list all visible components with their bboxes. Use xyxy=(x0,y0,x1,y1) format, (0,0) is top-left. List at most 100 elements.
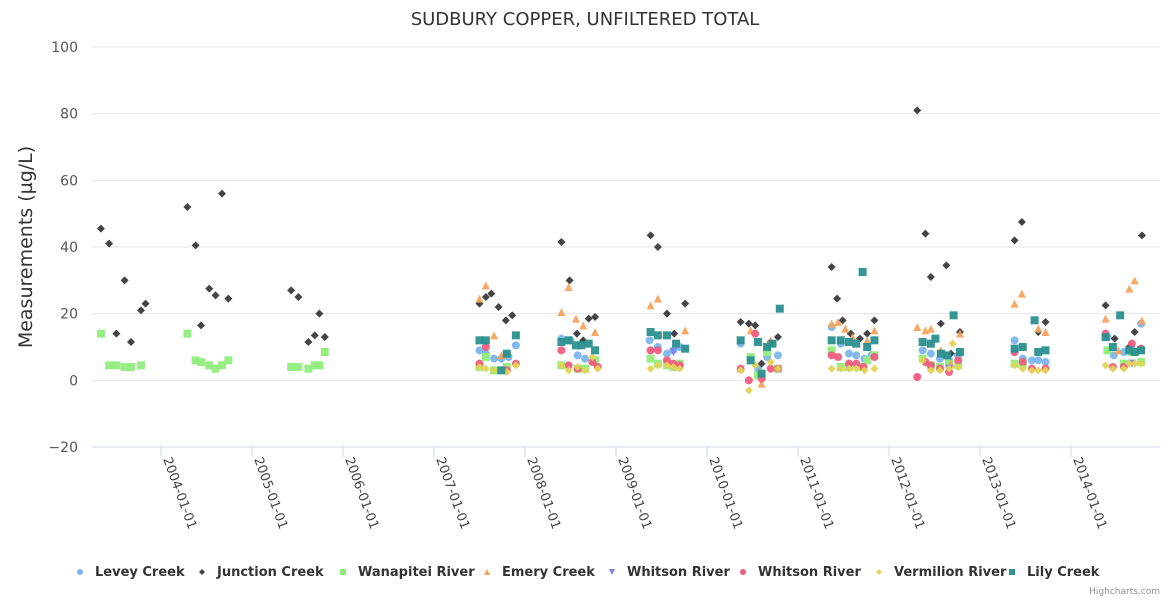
data-point[interactable] xyxy=(1010,336,1019,345)
data-point[interactable] xyxy=(921,229,930,238)
data-point[interactable] xyxy=(224,294,233,303)
data-point[interactable] xyxy=(1119,364,1128,373)
data-point[interactable] xyxy=(870,326,879,335)
data-point[interactable] xyxy=(1010,361,1019,370)
data-point[interactable] xyxy=(1110,334,1119,343)
data-point[interactable] xyxy=(763,343,772,351)
data-point[interactable] xyxy=(918,338,927,346)
data-point[interactable] xyxy=(183,203,192,211)
data-point[interactable] xyxy=(136,306,145,315)
data-point[interactable] xyxy=(584,339,593,348)
data-point[interactable] xyxy=(1101,301,1110,310)
data-point[interactable] xyxy=(827,346,836,355)
data-point[interactable] xyxy=(926,324,935,333)
data-point[interactable] xyxy=(669,363,678,371)
data-point[interactable] xyxy=(511,331,520,340)
data-point[interactable] xyxy=(943,351,952,360)
data-point[interactable] xyxy=(669,348,678,356)
data-point[interactable] xyxy=(211,364,220,373)
data-point[interactable] xyxy=(501,316,510,325)
data-point[interactable] xyxy=(105,239,114,248)
data-point[interactable] xyxy=(508,311,517,320)
data-point[interactable] xyxy=(584,314,593,323)
data-point[interactable] xyxy=(775,304,784,313)
data-point[interactable] xyxy=(926,273,935,281)
data-point[interactable] xyxy=(913,106,922,115)
data-point[interactable] xyxy=(751,329,760,338)
data-point[interactable] xyxy=(675,364,684,373)
data-point[interactable] xyxy=(1034,366,1043,375)
data-point[interactable] xyxy=(502,349,511,358)
data-point[interactable] xyxy=(481,364,490,373)
legend-item-whitson-river[interactable]: Whitson River xyxy=(740,565,861,580)
data-point[interactable] xyxy=(1010,236,1019,245)
data-point[interactable] xyxy=(918,346,927,355)
data-point[interactable] xyxy=(662,331,671,340)
data-point[interactable] xyxy=(736,336,745,345)
data-point[interactable] xyxy=(315,361,324,370)
data-point[interactable] xyxy=(744,376,753,385)
data-point[interactable] xyxy=(120,276,129,285)
data-point[interactable] xyxy=(1041,346,1050,355)
data-point[interactable] xyxy=(588,358,597,366)
data-point[interactable] xyxy=(211,291,220,300)
data-point[interactable] xyxy=(662,309,671,318)
data-point[interactable] xyxy=(581,366,590,375)
data-point[interactable] xyxy=(475,363,484,371)
data-point[interactable] xyxy=(112,329,121,338)
data-point[interactable] xyxy=(1010,344,1019,353)
data-point[interactable] xyxy=(646,354,655,363)
data-point[interactable] xyxy=(126,363,135,371)
data-point[interactable] xyxy=(573,363,582,371)
data-point[interactable] xyxy=(1101,314,1110,323)
data-point[interactable] xyxy=(183,329,192,338)
data-point[interactable] xyxy=(766,364,775,373)
data-point[interactable] xyxy=(1125,284,1134,293)
data-point[interactable] xyxy=(757,369,766,378)
data-point[interactable] xyxy=(918,356,927,365)
data-point[interactable] xyxy=(653,243,662,251)
data-point[interactable] xyxy=(844,349,853,358)
data-point[interactable] xyxy=(481,353,490,361)
data-point[interactable] xyxy=(557,308,566,316)
data-point[interactable] xyxy=(557,346,566,355)
data-point[interactable] xyxy=(571,341,580,350)
data-point[interactable] xyxy=(1101,361,1110,370)
data-point[interactable] xyxy=(572,329,581,338)
data-point[interactable] xyxy=(191,241,200,250)
data-point[interactable] xyxy=(670,329,679,338)
data-point[interactable] xyxy=(564,336,573,345)
data-point[interactable] xyxy=(833,294,842,303)
data-point[interactable] xyxy=(1010,299,1019,308)
data-point[interactable] xyxy=(197,358,206,366)
data-point[interactable] xyxy=(1114,346,1123,355)
data-point[interactable] xyxy=(773,333,782,341)
data-point[interactable] xyxy=(852,351,861,360)
data-point[interactable] xyxy=(1030,316,1039,325)
data-point[interactable] xyxy=(1116,311,1125,320)
data-point[interactable] xyxy=(955,329,964,338)
data-point[interactable] xyxy=(653,331,662,340)
data-point[interactable] xyxy=(681,344,690,353)
data-point[interactable] xyxy=(591,313,600,321)
data-point[interactable] xyxy=(577,341,586,350)
data-point[interactable] xyxy=(768,339,777,348)
data-point[interactable] xyxy=(860,366,869,375)
data-point[interactable] xyxy=(494,303,503,311)
data-point[interactable] xyxy=(593,364,602,373)
data-point[interactable] xyxy=(827,364,836,373)
data-point[interactable] xyxy=(645,336,654,345)
data-point[interactable] xyxy=(320,333,329,341)
data-point[interactable] xyxy=(1137,346,1146,355)
data-point[interactable] xyxy=(1108,364,1117,373)
data-point[interactable] xyxy=(852,364,861,373)
data-point[interactable] xyxy=(834,353,843,361)
data-point[interactable] xyxy=(294,363,303,371)
data-point[interactable] xyxy=(646,231,655,240)
data-point[interactable] xyxy=(841,324,850,333)
data-point[interactable] xyxy=(205,361,214,370)
data-point[interactable] xyxy=(1103,346,1112,355)
data-point[interactable] xyxy=(571,314,580,323)
data-point[interactable] xyxy=(926,361,935,370)
data-point[interactable] xyxy=(913,373,922,381)
